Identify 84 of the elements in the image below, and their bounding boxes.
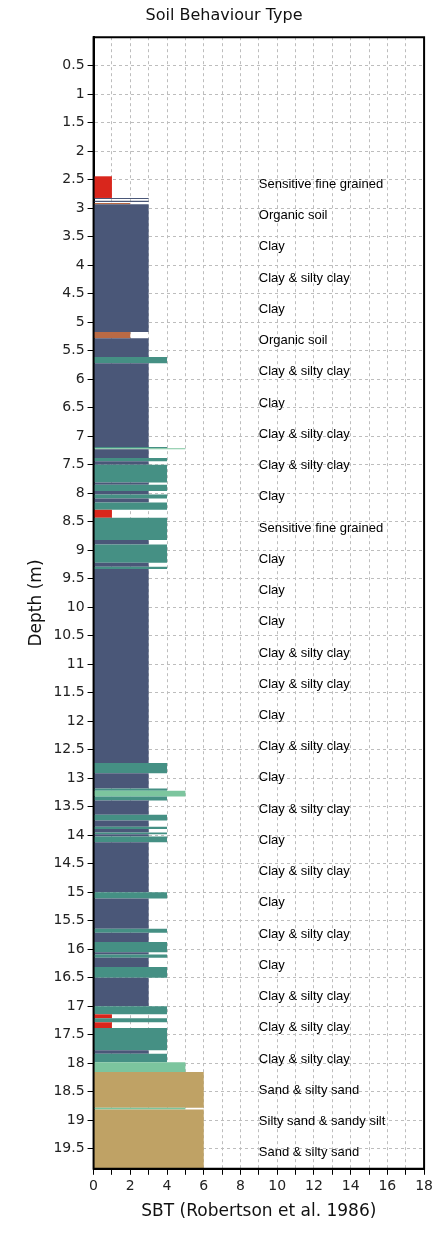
y-tick-label: 6.5 xyxy=(62,398,85,415)
y-tick-label: 14 xyxy=(66,825,85,842)
annotation: Organic soil xyxy=(258,332,328,348)
x-tick-label: 16 xyxy=(378,1176,397,1193)
y-tick-label: 3.5 xyxy=(62,227,85,244)
annotation: Clay & silty clay xyxy=(258,738,351,754)
annotation: Clay & silty clay xyxy=(258,1050,351,1066)
y-tick-label: 19.5 xyxy=(53,1139,85,1156)
annotation: Clay & silty clay xyxy=(258,363,351,379)
annotation: Organic soil xyxy=(258,207,328,223)
annotation: Clay xyxy=(258,582,286,598)
annotation: Clay & silty clay xyxy=(258,425,351,441)
annotation: Clay & silty clay xyxy=(258,988,351,1004)
y-tick-label: 10.5 xyxy=(53,626,85,643)
annotation: Clay xyxy=(258,550,286,566)
y-tick-label: 4 xyxy=(75,255,85,272)
x-tick-label: 4 xyxy=(162,1176,172,1193)
annotation: Silty sand & sandy silt xyxy=(258,1113,386,1129)
y-tick-label: 3 xyxy=(75,198,85,215)
y-tick-label: 2.5 xyxy=(62,170,85,187)
y-axis-title: Depth (m) xyxy=(24,559,45,647)
annotation: Clay xyxy=(258,769,286,785)
y-tick-label: 10 xyxy=(66,597,85,614)
y-tick-label: 12 xyxy=(66,711,85,728)
annotation: Clay & silty clay xyxy=(258,1019,351,1035)
annotation: Clay xyxy=(258,706,286,722)
y-tick-label: 6 xyxy=(75,369,85,386)
x-tick-label: 0 xyxy=(89,1176,99,1193)
y-tick-label: 15 xyxy=(66,882,85,899)
annotation: Sand & silty sand xyxy=(258,1081,360,1097)
annotation: Clay xyxy=(258,488,286,504)
y-tick-label: 15.5 xyxy=(53,911,85,928)
x-tick-label: 10 xyxy=(268,1176,287,1193)
annotation: Clay xyxy=(258,831,286,847)
x-tick-label: 14 xyxy=(341,1176,360,1193)
x-tick-label: 8 xyxy=(236,1176,245,1193)
annotation: Clay & silty clay xyxy=(258,644,351,660)
annotation: Sensitive fine grained xyxy=(258,519,384,535)
y-tick-label: 5.5 xyxy=(62,341,85,358)
y-tick-label: 18 xyxy=(66,1053,85,1070)
y-tick-label: 19 xyxy=(66,1110,85,1127)
annotation: Clay xyxy=(258,238,286,254)
y-tick-label: 18.5 xyxy=(53,1082,85,1099)
x-axis-title: SBT (Robertson et al. 1986) xyxy=(141,1200,377,1221)
y-tick-label: 9.5 xyxy=(62,569,85,586)
annotation: Clay & silty clay xyxy=(258,863,351,879)
annotation: Clay & silty clay xyxy=(258,675,351,691)
x-tick-label: 12 xyxy=(305,1176,323,1193)
annotation: Sensitive fine grained xyxy=(258,175,384,191)
y-tick-label: 8 xyxy=(75,483,85,500)
y-tick-label: 9 xyxy=(75,540,85,557)
y-tick-label: 14.5 xyxy=(53,854,85,871)
annotation: Clay xyxy=(258,613,286,629)
y-tick-label: 17.5 xyxy=(53,1025,85,1042)
y-tick-label: 4.5 xyxy=(62,284,85,301)
annotation: Clay & silty clay xyxy=(258,269,351,285)
x-tick-label: 18 xyxy=(415,1176,434,1193)
annotation: Sand & silty sand xyxy=(258,1144,360,1160)
y-tick-label: 13.5 xyxy=(53,797,85,814)
annotation: Clay & silty clay xyxy=(258,457,351,473)
y-tick-label: 1.5 xyxy=(62,113,85,130)
y-tick-label: 1 xyxy=(75,84,85,101)
y-tick-label: 16 xyxy=(66,939,85,956)
y-tick-label: 11.5 xyxy=(53,683,85,700)
y-tick-label: 12.5 xyxy=(53,740,85,757)
y-tick-label: 8.5 xyxy=(62,512,85,529)
x-tick-label: 6 xyxy=(199,1176,209,1193)
annotation: Clay xyxy=(258,300,286,316)
y-tick-label: 7 xyxy=(75,426,85,443)
annotation: Clay & silty clay xyxy=(258,925,351,941)
y-tick-label: 11 xyxy=(66,654,85,671)
annotation: Clay xyxy=(258,956,286,972)
y-tick-label: 5 xyxy=(75,312,85,329)
chart-title: Soil Behaviour Type xyxy=(145,4,303,24)
y-tick-label: 17 xyxy=(66,996,85,1013)
y-tick-label: 0.5 xyxy=(62,56,85,73)
y-tick-label: 7.5 xyxy=(62,455,85,472)
y-tick-label: 13 xyxy=(66,768,85,785)
y-tick-label: 2 xyxy=(75,141,85,158)
annotation: Clay xyxy=(258,894,286,910)
y-tick-label: 16.5 xyxy=(53,968,85,985)
annotation: Clay xyxy=(258,394,286,410)
annotation: Clay & silty clay xyxy=(258,800,351,816)
x-tick-label: 2 xyxy=(125,1176,135,1193)
